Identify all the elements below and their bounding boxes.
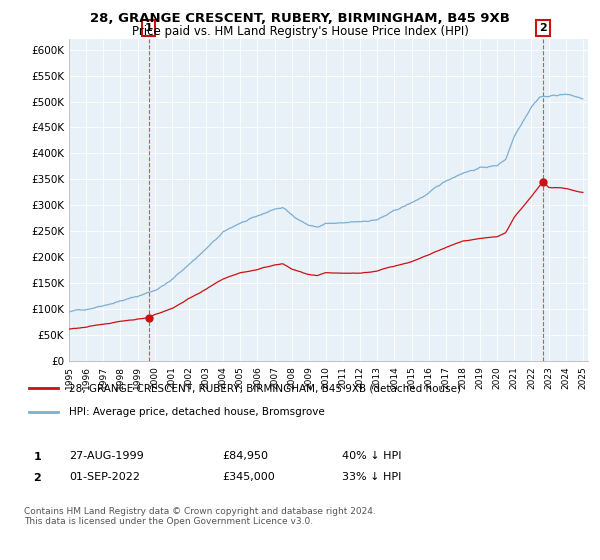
Text: £84,950: £84,950 xyxy=(222,451,268,461)
Text: £345,000: £345,000 xyxy=(222,472,275,482)
Text: 33% ↓ HPI: 33% ↓ HPI xyxy=(342,472,401,482)
Text: HPI: Average price, detached house, Bromsgrove: HPI: Average price, detached house, Brom… xyxy=(70,407,325,417)
Text: Price paid vs. HM Land Registry's House Price Index (HPI): Price paid vs. HM Land Registry's House … xyxy=(131,25,469,38)
Text: Contains HM Land Registry data © Crown copyright and database right 2024.
This d: Contains HM Land Registry data © Crown c… xyxy=(24,507,376,526)
Text: 2: 2 xyxy=(34,473,41,483)
Text: 40% ↓ HPI: 40% ↓ HPI xyxy=(342,451,401,461)
Text: 1: 1 xyxy=(145,23,152,32)
Text: 28, GRANGE CRESCENT, RUBERY, BIRMINGHAM, B45 9XB (detached house): 28, GRANGE CRESCENT, RUBERY, BIRMINGHAM,… xyxy=(70,383,461,393)
Text: 2: 2 xyxy=(539,23,547,32)
Text: 27-AUG-1999: 27-AUG-1999 xyxy=(69,451,144,461)
Text: 28, GRANGE CRESCENT, RUBERY, BIRMINGHAM, B45 9XB: 28, GRANGE CRESCENT, RUBERY, BIRMINGHAM,… xyxy=(90,12,510,25)
Text: 01-SEP-2022: 01-SEP-2022 xyxy=(69,472,140,482)
Text: 1: 1 xyxy=(34,452,41,462)
